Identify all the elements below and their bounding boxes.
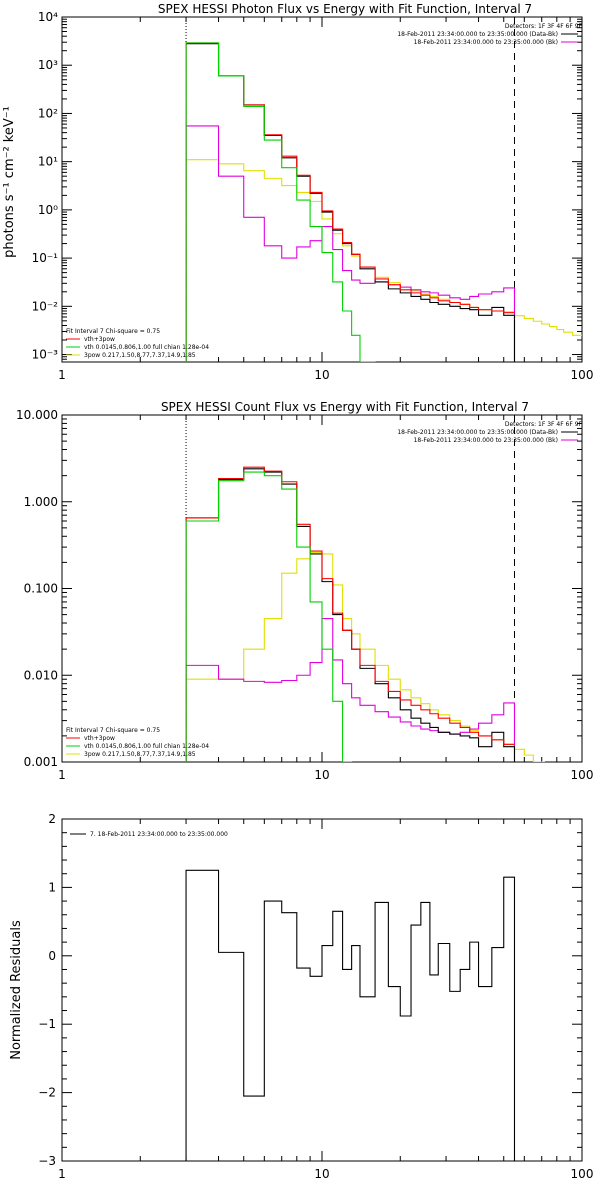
photon-y-tick-label: 10⁻² xyxy=(32,299,59,313)
count-chart-title: SPEX HESSI Count Flux vs Energy with Fit… xyxy=(161,400,529,414)
residuals-plot-frame xyxy=(61,818,583,1162)
count-legend-vth: vth 0.0145,0.806,1.00 full chian 1.28e-0… xyxy=(84,743,209,750)
residuals-y-tick-label: −2 xyxy=(38,1086,56,1100)
count-legend-3pow: 3pow 0.217,1.50,8.77,7.37,14.9,1.85 xyxy=(84,751,196,758)
photon-y-tick-label: 10¹ xyxy=(38,155,58,169)
photon-tick-labels: 1 10 100 10⁻³ 10⁻² 10⁻¹ 10⁰ 10¹ 10² 10³ 10⁴ xyxy=(32,10,594,382)
count-y-tick-label: 0.010 xyxy=(24,668,58,682)
count-series-data-bk xyxy=(185,468,516,762)
count-x-tick-label: 1 xyxy=(58,768,66,782)
photon-legend-3pow: 3pow 0.217,1.50,8.77,7.37,14.9,1.85 xyxy=(84,352,196,359)
photon-y-tick-label: 10² xyxy=(38,106,58,120)
count-y-tick-label: 0.100 xyxy=(24,582,58,596)
residuals-x-tick-label: 1 xyxy=(58,1167,66,1181)
photon-x-tick-label: 100 xyxy=(571,368,594,382)
photon-x-tick-label: 10 xyxy=(314,368,329,382)
residuals-y-tick-label: 1 xyxy=(48,880,56,894)
residuals-y-tick-label: 2 xyxy=(48,812,56,826)
residuals-panel: Normalized Residuals 1 10 100 −3 −2 −1 0 1 2 7. … xyxy=(9,812,593,1181)
count-x-tick-label: 10 xyxy=(314,768,329,782)
photon-y-tick-label: 10⁻¹ xyxy=(32,251,59,265)
photon-y-axis-label: photons s⁻¹ cm⁻² keV⁻¹ xyxy=(2,106,17,258)
photon-y-tick-label: 10⁴ xyxy=(38,10,58,24)
photon-series-data-bk xyxy=(185,43,516,362)
photon-flux-panel: SPEX HESSI Photon Flux vs Energy with Fi… xyxy=(2,2,593,382)
count-legend-right: Detectors: 1F 3F 4F 6F 9F 18-Feb-2011 23… xyxy=(397,421,582,444)
residuals-x-tick-label: 10 xyxy=(314,1167,329,1181)
count-legend-detectors: Detectors: 1F 3F 4F 6F 9F xyxy=(505,421,583,428)
count-y-tick-label: 0.001 xyxy=(24,755,58,769)
count-series-vth xyxy=(185,471,353,762)
photon-legend-left: Fit Interval 7 Chi-square = 0.75 vth+3po… xyxy=(66,328,209,359)
count-y-tick-label: 10.000 xyxy=(16,408,58,422)
photon-legend-vth: vth 0.0145,0.806,1.00 full chian 1.28e-0… xyxy=(84,344,209,351)
count-series-3pow xyxy=(185,551,545,762)
residuals-y-axis-label: Normalized Residuals xyxy=(9,920,24,1060)
photon-series-bk xyxy=(185,125,516,362)
count-legend-data-bk: 18-Feb-2011 23:34:00.000 to 23:35:00.000… xyxy=(397,429,558,436)
photon-chart-title: SPEX HESSI Photon Flux vs Energy with Fi… xyxy=(158,2,532,16)
photon-series-3pow xyxy=(185,159,582,362)
count-series-bk xyxy=(185,618,516,762)
photon-series-vth xyxy=(185,42,376,362)
photon-y-tick-label: 10⁰ xyxy=(38,203,58,217)
photon-legend-data-bk: 18-Feb-2011 23:34:00.000 to 23:35:00.000… xyxy=(397,31,558,38)
residuals-y-tick-label: −3 xyxy=(38,1154,56,1168)
photon-x-tick-label: 1 xyxy=(58,368,66,382)
count-legend-fit-interval: Fit Interval 7 Chi-square = 0.75 xyxy=(66,727,160,734)
photon-y-tick-label: 10³ xyxy=(38,58,58,72)
count-legend-fit: vth+3pow xyxy=(84,735,115,742)
residuals-plot-area xyxy=(61,818,583,1162)
count-y-tick-label: 1.000 xyxy=(24,495,58,509)
count-flux-panel: SPEX HESSI Count Flux vs Energy with Fit… xyxy=(16,400,593,782)
count-legend-left: Fit Interval 7 Chi-square = 0.75 vth+3po… xyxy=(66,727,209,758)
photon-y-tick-label: 10⁻³ xyxy=(32,348,59,362)
residuals-y-tick-label: −1 xyxy=(38,1017,56,1031)
residuals-y-tick-label: 0 xyxy=(48,949,56,963)
residuals-legend-label: 7. 18-Feb-2011 23:34:00.000 to 23:35:00.… xyxy=(90,831,228,838)
photon-legend-right: Detectors: 1F 3F 4F 6F 9F 18-Feb-2011 23… xyxy=(397,23,582,46)
photon-legend-detectors: Detectors: 1F 3F 4F 6F 9F xyxy=(505,23,583,30)
photon-series-vth-3pow xyxy=(185,42,515,362)
count-x-tick-label: 100 xyxy=(571,768,594,782)
residuals-x-tick-label: 100 xyxy=(571,1167,594,1181)
residuals-legend: 7. 18-Feb-2011 23:34:00.000 to 23:35:00.… xyxy=(70,831,228,838)
count-plot-area xyxy=(61,414,583,763)
residuals-tick-labels: 1 10 100 −3 −2 −1 0 1 2 xyxy=(38,812,593,1181)
residuals-series-residuals xyxy=(185,869,516,1161)
count-series-vth-3pow xyxy=(185,466,515,762)
photon-plot-area xyxy=(61,16,583,363)
photon-legend-bk: 18-Feb-2011 23:34:00.000 to 23:35:00.000… xyxy=(414,39,558,46)
photon-legend-fit: vth+3pow xyxy=(84,336,115,343)
count-tick-labels: 1 10 100 0.001 0.010 0.100 1.000 10.000 xyxy=(16,408,593,782)
count-legend-bk: 18-Feb-2011 23:34:00.000 to 23:35:00.000… xyxy=(414,437,558,444)
photon-legend-fit-interval: Fit Interval 7 Chi-square = 0.75 xyxy=(66,328,160,335)
